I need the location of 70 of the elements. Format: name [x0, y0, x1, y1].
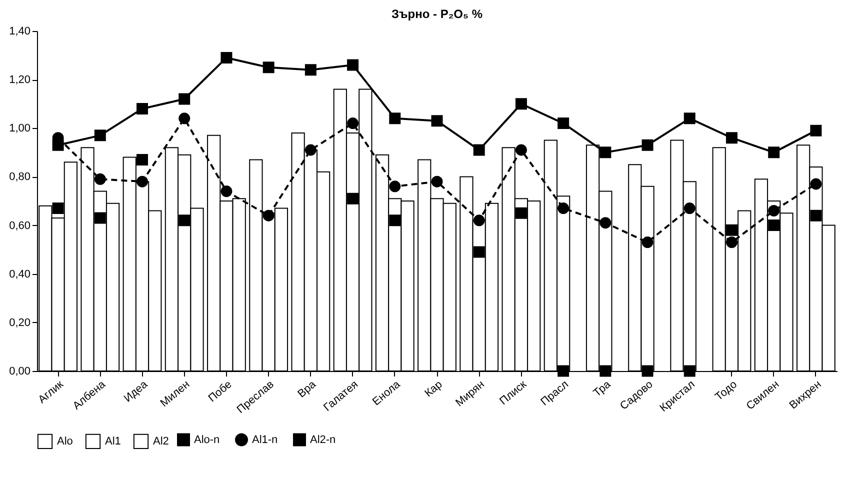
point: [642, 139, 654, 151]
point: [178, 214, 190, 226]
y-tick-label: 1,00: [9, 122, 30, 135]
point: [347, 192, 359, 204]
y-tick-label: 0,80: [9, 171, 30, 184]
legend-label: Al2-n: [310, 434, 336, 446]
point: [558, 118, 570, 130]
point: [473, 144, 485, 156]
point: [600, 365, 612, 377]
point: [389, 214, 401, 226]
y-tick-label: 0,00: [9, 366, 30, 378]
legend-label: Alo: [57, 435, 73, 448]
point: [431, 115, 443, 127]
y-tick-label: 0,20: [9, 316, 30, 329]
point: [347, 59, 359, 71]
point: [642, 236, 654, 248]
point: [262, 210, 274, 222]
x-tick-label: Вра: [296, 378, 320, 400]
point: [262, 62, 274, 74]
point: [810, 210, 822, 222]
chart-title: Зърно - P₂O₅ %: [391, 7, 483, 21]
point: [726, 236, 738, 248]
point: [515, 98, 527, 110]
legend-label: Al2: [153, 435, 169, 448]
point: [473, 214, 485, 226]
point: [94, 212, 106, 224]
point: [515, 207, 527, 219]
point: [558, 365, 570, 377]
point: [347, 118, 359, 130]
point: [558, 202, 570, 214]
point: [136, 176, 148, 188]
point: [389, 112, 401, 124]
point: [220, 186, 232, 198]
point: [810, 178, 822, 190]
point: [52, 202, 64, 214]
point: [473, 246, 485, 258]
point: [178, 112, 190, 124]
point: [94, 130, 106, 142]
y-tick-label: 1,40: [9, 26, 30, 38]
point: [726, 224, 738, 236]
y-tick-label: 1,20: [9, 74, 30, 86]
point: [136, 102, 148, 114]
point: [684, 112, 696, 124]
point: [768, 204, 780, 216]
point: [304, 144, 316, 156]
legend-label: Al1-n: [252, 434, 278, 446]
point: [136, 154, 148, 166]
legend-label: Alo-n: [194, 434, 220, 446]
legend-label: Al1: [105, 435, 121, 448]
x-tick-label: Тодо: [713, 378, 740, 404]
point: [600, 146, 612, 158]
point: [304, 64, 316, 76]
point: [642, 365, 654, 377]
x-tick-label: Тра: [591, 378, 614, 400]
point: [768, 146, 780, 158]
point: [94, 173, 106, 185]
point: [515, 144, 527, 156]
point: [810, 124, 822, 136]
point: [220, 52, 232, 64]
x-tick-label: Кар: [422, 378, 445, 400]
point: [178, 93, 190, 105]
point: [431, 176, 443, 188]
point: [600, 217, 612, 229]
y-tick-label: 0,40: [9, 268, 30, 280]
point: [389, 180, 401, 192]
point: [726, 132, 738, 144]
y-tick-label: 0,60: [9, 220, 30, 232]
point: [768, 220, 780, 232]
point: [684, 365, 696, 377]
point: [684, 202, 696, 214]
